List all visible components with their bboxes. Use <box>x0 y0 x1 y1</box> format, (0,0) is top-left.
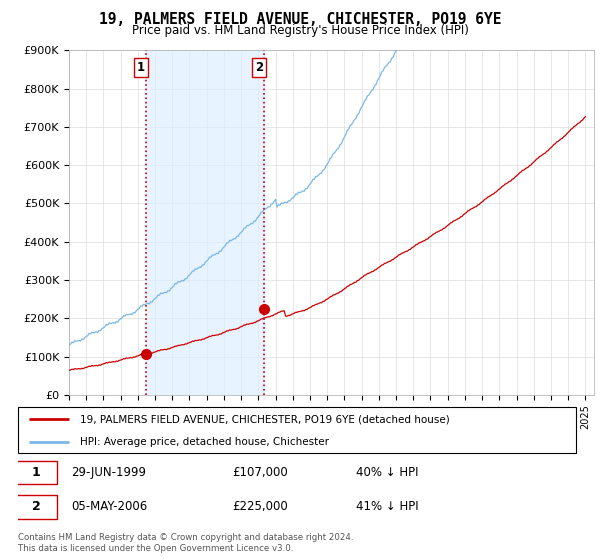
FancyBboxPatch shape <box>15 460 58 484</box>
Text: 1: 1 <box>32 466 40 479</box>
Text: 19, PALMERS FIELD AVENUE, CHICHESTER, PO19 6YE: 19, PALMERS FIELD AVENUE, CHICHESTER, PO… <box>99 12 501 27</box>
Bar <box>146 50 264 395</box>
Text: 29-JUN-1999: 29-JUN-1999 <box>71 466 146 479</box>
Text: 40% ↓ HPI: 40% ↓ HPI <box>356 466 419 479</box>
Text: Contains HM Land Registry data © Crown copyright and database right 2024.
This d: Contains HM Land Registry data © Crown c… <box>18 533 353 553</box>
Text: Price paid vs. HM Land Registry's House Price Index (HPI): Price paid vs. HM Land Registry's House … <box>131 24 469 37</box>
Text: 2: 2 <box>255 61 263 74</box>
FancyBboxPatch shape <box>15 495 58 519</box>
Text: 2: 2 <box>32 500 40 514</box>
Text: 19, PALMERS FIELD AVENUE, CHICHESTER, PO19 6YE (detached house): 19, PALMERS FIELD AVENUE, CHICHESTER, PO… <box>80 414 450 424</box>
Text: 41% ↓ HPI: 41% ↓ HPI <box>356 500 419 514</box>
Text: £107,000: £107,000 <box>232 466 288 479</box>
Text: 05-MAY-2006: 05-MAY-2006 <box>71 500 148 514</box>
Text: HPI: Average price, detached house, Chichester: HPI: Average price, detached house, Chic… <box>80 437 329 447</box>
Text: £225,000: £225,000 <box>232 500 288 514</box>
FancyBboxPatch shape <box>18 407 577 452</box>
Text: 1: 1 <box>137 61 145 74</box>
